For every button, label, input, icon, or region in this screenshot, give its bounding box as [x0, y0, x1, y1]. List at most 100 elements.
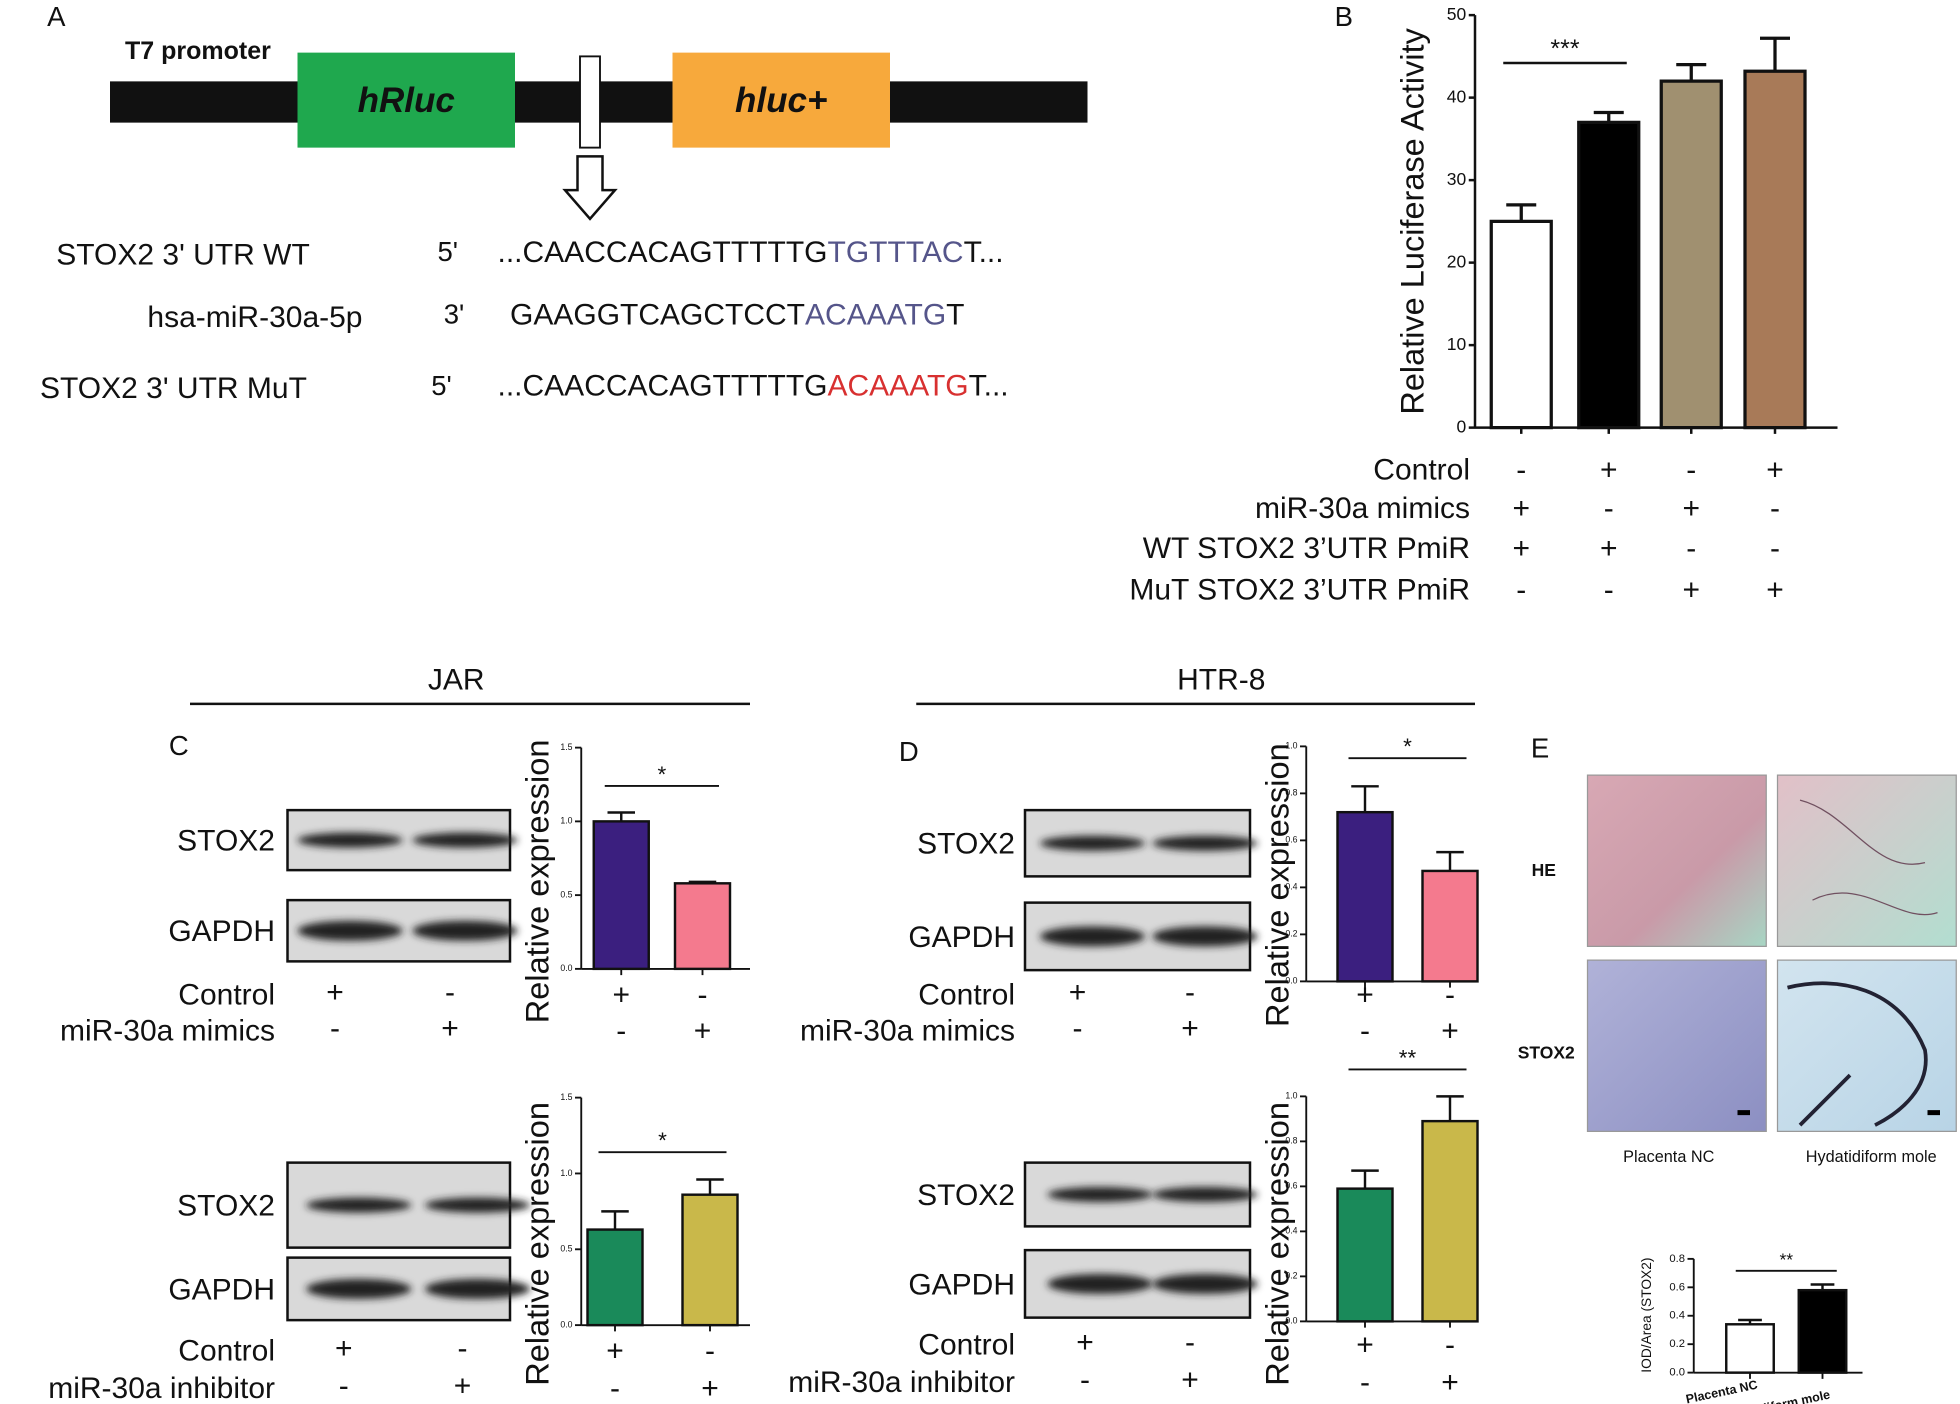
sequence-part: T... [964, 236, 1004, 269]
y-tick-label: 0.5 [560, 1244, 572, 1254]
significance-label: ** [1779, 1249, 1793, 1269]
blot-band [412, 832, 518, 848]
condition-mark: + [1682, 492, 1700, 525]
y-axis-label: Relative Luciferase Activity [1395, 27, 1431, 414]
y-tick-label: 0.5 [560, 889, 572, 899]
y-tick-label: 0.4 [1669, 1310, 1685, 1322]
bar [1421, 869, 1479, 983]
y-tick-label: 0.0 [560, 963, 572, 973]
condition-name: WT STOX2 3’UTR PmiR [1143, 532, 1470, 565]
y-tick-label: 0.2 [1285, 929, 1297, 939]
bar [1489, 219, 1553, 430]
blot-row-label: STOX2 [917, 1179, 1015, 1212]
sequence-name: STOX2 3' UTR MuT [40, 372, 307, 405]
sequence-part: T [946, 298, 964, 331]
blot-row-label: STOX2 [177, 1190, 275, 1223]
condition-mark: + [612, 978, 630, 1011]
tissue-outline [1799, 799, 1938, 916]
blot-row-label: STOX2 [917, 828, 1015, 861]
condition-mark: - [1770, 492, 1780, 525]
y-tick-label: 1.0 [1285, 1091, 1297, 1101]
bar [1797, 1288, 1848, 1374]
y-axis-label: IOD/Area (STOX2) [1639, 1258, 1654, 1373]
blot-band [306, 1197, 412, 1213]
bar [592, 820, 650, 971]
condition-mark: + [1766, 573, 1784, 606]
group-header: HTR-8 [1177, 663, 1265, 696]
blot-band [1152, 1187, 1258, 1202]
scale-bar [1927, 1110, 1940, 1116]
condition-mark: + [701, 1372, 719, 1404]
condition-mark: + [441, 1012, 459, 1045]
blot-band [306, 1278, 412, 1299]
condition-name: Control [918, 1328, 1015, 1361]
blot-band [425, 1197, 530, 1213]
blot-band [1047, 1187, 1153, 1202]
y-axis-label: Relative expression [1260, 1102, 1296, 1386]
significance-label: *** [1550, 35, 1579, 63]
condition-mark: - [698, 978, 708, 1011]
y-tick-label: 40 [1447, 86, 1467, 106]
blot-band [412, 920, 518, 941]
y-tick-label: 1.5 [560, 742, 572, 752]
condition-mark: - [1770, 532, 1780, 565]
blot-band [297, 832, 403, 848]
bar [1336, 810, 1394, 983]
blot-band [1040, 835, 1145, 851]
condition-mark: - [445, 976, 455, 1009]
condition-mark: - [1686, 532, 1696, 565]
condition-mark: + [335, 1332, 353, 1365]
condition-mark: - [616, 1015, 626, 1048]
condition-mark: + [1441, 1366, 1459, 1399]
promoter-label: T7 promoter [125, 37, 271, 65]
gene-box [297, 52, 515, 148]
sequence-name: hsa-miR-30a-5p [147, 301, 362, 334]
condition-mark: + [1512, 532, 1530, 565]
y-tick-label: 0.4 [1285, 882, 1297, 892]
y-tick-label: 0.2 [1669, 1338, 1685, 1350]
blot-band [1152, 835, 1258, 851]
condition-mark: - [1073, 1012, 1083, 1045]
condition-mark: + [1181, 1012, 1199, 1045]
x-tick-label: Placenta NC [1685, 1378, 1759, 1404]
condition-mark: - [1185, 1326, 1195, 1359]
group-header: JAR [428, 663, 485, 696]
y-tick-label: 0.6 [1285, 1181, 1297, 1191]
y-tick-label: 0 [1457, 416, 1467, 436]
condition-mark: - [1445, 978, 1455, 1011]
sequence: ...CAACCACAGTTTTTGACAAATGT... [498, 370, 1009, 403]
condition-mark: + [454, 1370, 472, 1403]
y-tick-label: 1.0 [1285, 741, 1297, 751]
condition-mark: - [1604, 492, 1614, 525]
panel-label: B [1335, 1, 1353, 32]
condition-mark: + [1356, 1328, 1374, 1361]
y-tick-label: 50 [1447, 4, 1467, 24]
y-tick-label: 10 [1447, 334, 1467, 354]
histology-image [1586, 774, 1767, 947]
y-tick-label: 30 [1447, 169, 1467, 189]
condition-mark: - [1604, 573, 1614, 606]
y-axis-label: Relative expression [520, 740, 556, 1024]
panel-label: C [169, 730, 189, 761]
condition-mark: - [1516, 453, 1526, 486]
strand-end: 3' [444, 299, 465, 330]
sequence: GAAGGTCAGCTCCTACAAATGT [510, 298, 964, 331]
sequence-part: T... [969, 370, 1009, 403]
gene-label: hluc+ [735, 81, 827, 120]
blot-row-label: GAPDH [168, 1273, 275, 1306]
condition-mark: - [1445, 1328, 1455, 1361]
blot-band [1152, 926, 1258, 947]
condition-mark: + [1441, 1015, 1459, 1048]
condition-mark: - [458, 1332, 468, 1365]
image-column-label: Hydatidiform mole [1806, 1148, 1937, 1166]
strand-end: 5' [431, 370, 452, 401]
blot-row-label: GAPDH [908, 921, 1015, 954]
bar [681, 1193, 739, 1327]
blot-band [1040, 926, 1145, 947]
condition-mark: - [1185, 976, 1195, 1009]
condition-mark: + [1766, 453, 1784, 486]
sequence-part: TGTTTAC [828, 236, 964, 269]
tissue-outline [1787, 981, 1928, 1127]
y-tick-label: 0.6 [1669, 1281, 1685, 1293]
condition-name: Control [918, 978, 1015, 1011]
